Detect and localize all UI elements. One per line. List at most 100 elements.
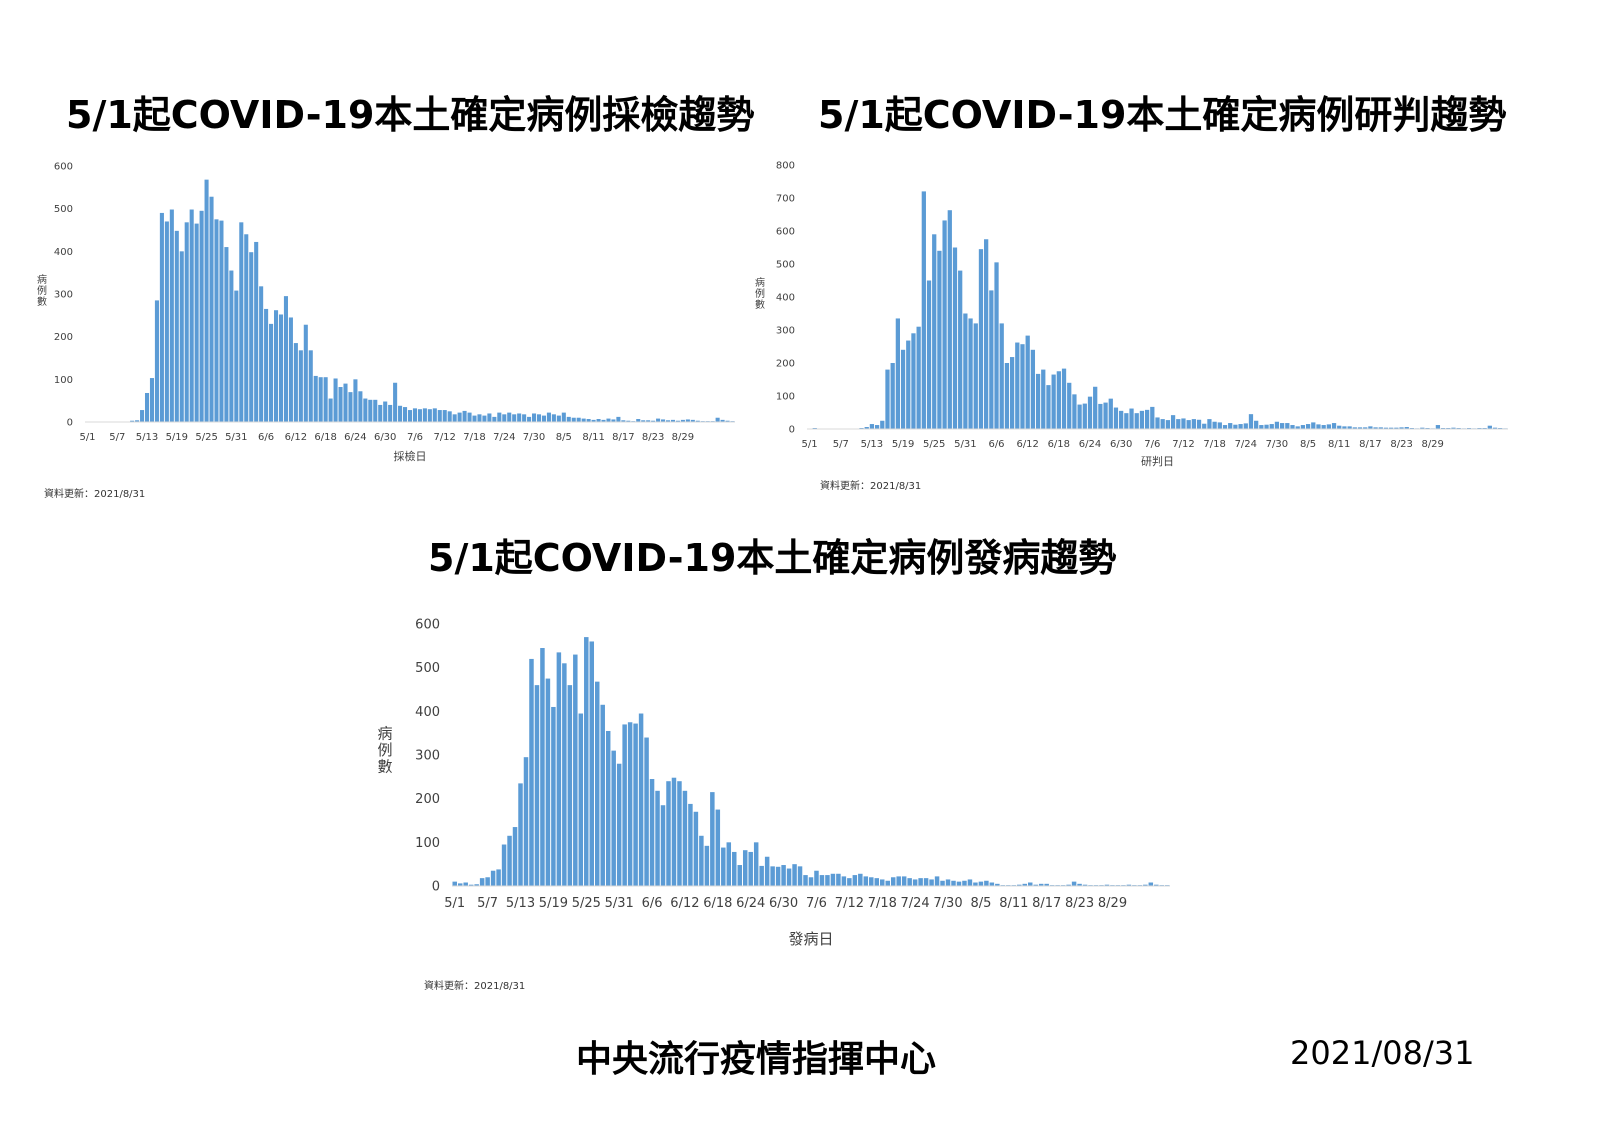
x-tick-label: 6/6: [642, 896, 663, 911]
bar: [274, 310, 279, 422]
bar: [467, 412, 472, 422]
bar: [472, 415, 477, 422]
bar: [496, 869, 501, 886]
bar: [584, 637, 589, 886]
bar: [1404, 427, 1409, 429]
bar: [1113, 407, 1119, 429]
bar: [507, 835, 512, 886]
bar: [368, 399, 373, 422]
y-axis-title: 病例數: [377, 725, 392, 776]
x-tick-label: 6/18: [703, 896, 732, 911]
bar: [457, 412, 462, 422]
y-tick-label: 600: [776, 227, 795, 238]
bar: [655, 790, 660, 886]
bar: [457, 883, 463, 886]
x-tick-label: 5/19: [539, 896, 568, 911]
bar: [1181, 418, 1186, 429]
bar: [463, 882, 468, 886]
bar: [140, 410, 145, 422]
bar: [1030, 349, 1036, 429]
x-tick-label: 5/25: [572, 896, 601, 911]
bar: [1160, 419, 1165, 429]
x-tick-label: 5/31: [225, 432, 247, 443]
bar: [671, 777, 677, 886]
y-tick-label: 0: [67, 418, 73, 429]
bar: [567, 685, 573, 886]
bar: [1378, 427, 1383, 429]
bar: [808, 877, 814, 886]
bar: [1492, 427, 1498, 429]
bar: [1316, 424, 1321, 429]
bar: [1487, 425, 1492, 429]
onset-date-bar-chart: 0 100 200 300 400 500 600 5/1 5/7 5/13 5/19 5/25 5/3…: [377, 618, 1170, 948]
bar: [1290, 425, 1295, 429]
bar: [288, 317, 293, 422]
x-tick-label: 8/11: [1328, 439, 1350, 450]
bar: [427, 409, 432, 422]
x-tick-label: 5/7: [477, 896, 498, 911]
bar: [900, 349, 906, 429]
bar: [529, 658, 534, 886]
bar: [308, 350, 313, 422]
bar: [874, 425, 880, 429]
bar: [536, 414, 542, 422]
bars: [452, 637, 1170, 886]
bar: [699, 835, 704, 886]
bar: [1368, 426, 1373, 429]
y-tick-label: 100: [776, 392, 795, 403]
bar: [523, 757, 529, 886]
x-tick-label: 8/11: [999, 896, 1028, 911]
x-tick-label: 6/24: [344, 432, 366, 443]
bar: [492, 416, 497, 422]
x-tick-label: 6/12: [1016, 439, 1038, 450]
x-axis-title: 採檢日: [394, 449, 427, 463]
x-tick-label: 7/24: [900, 896, 929, 911]
bar: [641, 420, 646, 422]
bar: [534, 685, 540, 886]
bar: [432, 408, 437, 422]
x-tick-label: 8/17: [1032, 896, 1061, 911]
bar: [973, 882, 978, 886]
bar: [622, 724, 627, 886]
bar: [600, 704, 605, 886]
bar: [880, 879, 885, 886]
bar: [770, 866, 775, 886]
bar: [517, 413, 522, 422]
bar: [468, 884, 474, 886]
x-tick-label: 5/13: [136, 432, 158, 443]
bar: [1033, 884, 1038, 886]
bar: [1165, 420, 1171, 429]
bar: [1228, 423, 1233, 429]
x-tick-label: 8/17: [612, 432, 634, 443]
bar: [775, 866, 781, 886]
y-tick-label: 300: [415, 749, 440, 764]
bar: [1071, 881, 1077, 886]
bar: [688, 803, 693, 886]
bar: [561, 412, 566, 422]
bar: [1243, 423, 1248, 429]
bar: [863, 876, 869, 886]
bar: [1154, 884, 1159, 886]
x-axis-title: 發病日: [788, 930, 833, 948]
bar: [995, 883, 1000, 886]
bar: [527, 416, 532, 422]
y-tick-label: 200: [776, 359, 795, 370]
bar: [477, 414, 482, 422]
x-tick-label: 6/12: [285, 432, 307, 443]
chart1-title: 5/1起COVID-19本土確定病例採檢趨勢: [66, 93, 755, 137]
bar: [1170, 415, 1176, 429]
bar: [209, 196, 214, 422]
bar: [923, 878, 929, 886]
bar: [541, 415, 547, 422]
bar: [984, 239, 989, 429]
bar: [1134, 413, 1139, 429]
bar: [665, 420, 671, 422]
bar: [1238, 424, 1243, 429]
y-tick-label: 100: [54, 375, 73, 386]
bar: [239, 222, 244, 422]
bar: [901, 876, 907, 886]
bar: [1066, 884, 1071, 886]
bar: [1279, 423, 1285, 429]
bar: [978, 249, 984, 429]
x-tick-label: 7/12: [835, 896, 864, 911]
